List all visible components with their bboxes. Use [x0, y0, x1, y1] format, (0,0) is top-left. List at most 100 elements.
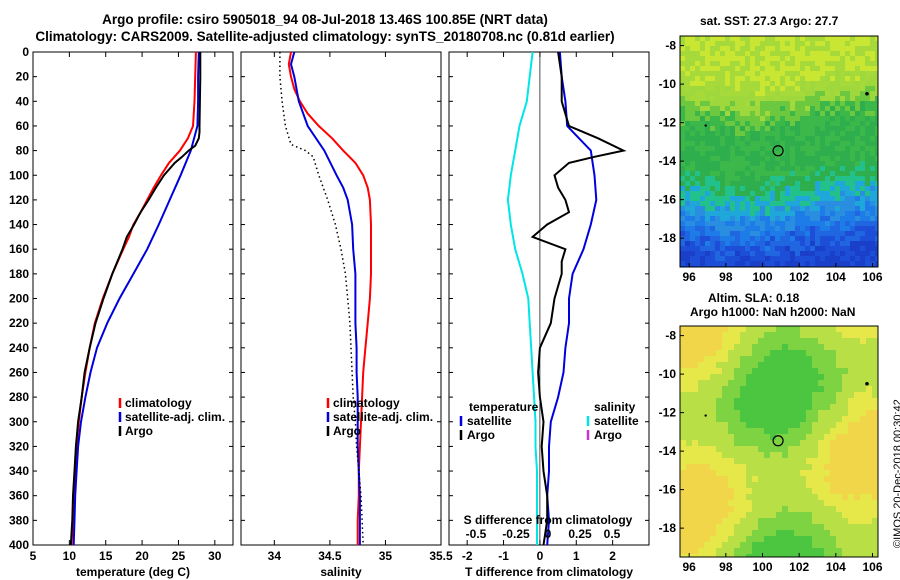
map-cell [700, 221, 705, 226]
map-cell [695, 246, 700, 251]
map-cell [755, 181, 760, 186]
map-cell [812, 374, 818, 380]
map-cell [860, 344, 866, 350]
map-cell [776, 542, 782, 548]
map-cell [812, 464, 818, 470]
map-cell [860, 111, 865, 116]
map-cell [860, 96, 865, 101]
map-cell [866, 404, 872, 410]
map-cell [805, 36, 810, 41]
map-cell [690, 246, 695, 251]
map-cell [806, 380, 812, 386]
map-cell [830, 246, 835, 251]
map-cell [825, 141, 830, 146]
map-cell [830, 61, 835, 66]
map-cell [700, 91, 705, 96]
map-cell [704, 404, 710, 410]
map-cell [686, 494, 692, 500]
map-cell [740, 136, 745, 141]
map-cell [775, 76, 780, 81]
map-cell [805, 206, 810, 211]
map-cell [735, 121, 740, 126]
map-cell [734, 338, 740, 344]
map-cell [698, 494, 704, 500]
map-cell [830, 458, 836, 464]
map-cell [745, 186, 750, 191]
map-cell [872, 404, 878, 410]
map-cell [704, 500, 710, 506]
map-cell [790, 91, 795, 96]
map-cell [734, 494, 740, 500]
map-cell [800, 121, 805, 126]
map-cell [788, 500, 794, 506]
map-cell [810, 176, 815, 181]
map-cell [795, 206, 800, 211]
map-cell [855, 116, 860, 121]
map-cell [730, 111, 735, 116]
map-cell [860, 121, 865, 126]
map-cell [698, 548, 704, 554]
map-cell [805, 66, 810, 71]
map-cell [810, 81, 815, 86]
map-cell [705, 151, 710, 156]
map-cell [734, 542, 740, 548]
map-cell [860, 141, 865, 146]
map-cell [824, 506, 830, 512]
map-cell [785, 181, 790, 186]
map-cell [705, 256, 710, 261]
map-cell [770, 156, 775, 161]
map-cell [854, 422, 860, 428]
map-cell [695, 111, 700, 116]
map-cell [836, 440, 842, 446]
map-cell [810, 91, 815, 96]
map-cell [860, 81, 865, 86]
map-cell [790, 51, 795, 56]
map-cell [776, 530, 782, 536]
map-cell [860, 452, 866, 458]
map-field [680, 36, 878, 267]
map-cell [866, 386, 872, 392]
map-cell [755, 241, 760, 246]
map-cell [734, 410, 740, 416]
map-cell [730, 241, 735, 246]
map-cell [812, 368, 818, 374]
map-cell [780, 61, 785, 66]
map-cell [730, 106, 735, 111]
map-cell [842, 332, 848, 338]
map-cell [815, 156, 820, 161]
map-cell [785, 51, 790, 56]
map-cell [860, 261, 865, 266]
map-cell [860, 41, 865, 46]
map-cell [860, 226, 865, 231]
map-cell [710, 410, 716, 416]
map-cell [836, 338, 842, 344]
map-cell [685, 181, 690, 186]
map-cell [720, 151, 725, 156]
series-s-satellite [506, 51, 538, 545]
map-cell [860, 151, 865, 156]
map-cell [745, 136, 750, 141]
map-cell [704, 344, 710, 350]
map-cell [850, 151, 855, 156]
map-cell [865, 146, 870, 151]
x-axis-label: temperature (deg C) [76, 565, 190, 579]
sla-map-label-line2: Argo h1000: NaN h2000: NaN [690, 305, 856, 319]
map-cell [854, 362, 860, 368]
map-cell [728, 458, 734, 464]
map-cell [760, 161, 765, 166]
map-cell [810, 56, 815, 61]
map-cell [850, 51, 855, 56]
map-cell [740, 344, 746, 350]
map-cell [716, 410, 722, 416]
sst-map-label: sat. SST: 27.3 Argo: 27.7 [700, 14, 839, 28]
map-cell [872, 542, 878, 548]
map-cell [710, 386, 716, 392]
map-cell [812, 398, 818, 404]
map-cell [764, 518, 770, 524]
map-cell [836, 344, 842, 350]
map-cell [770, 434, 776, 440]
map-cell [800, 422, 806, 428]
map-cell [830, 452, 836, 458]
map-cell [765, 71, 770, 76]
map-cell [805, 196, 810, 201]
